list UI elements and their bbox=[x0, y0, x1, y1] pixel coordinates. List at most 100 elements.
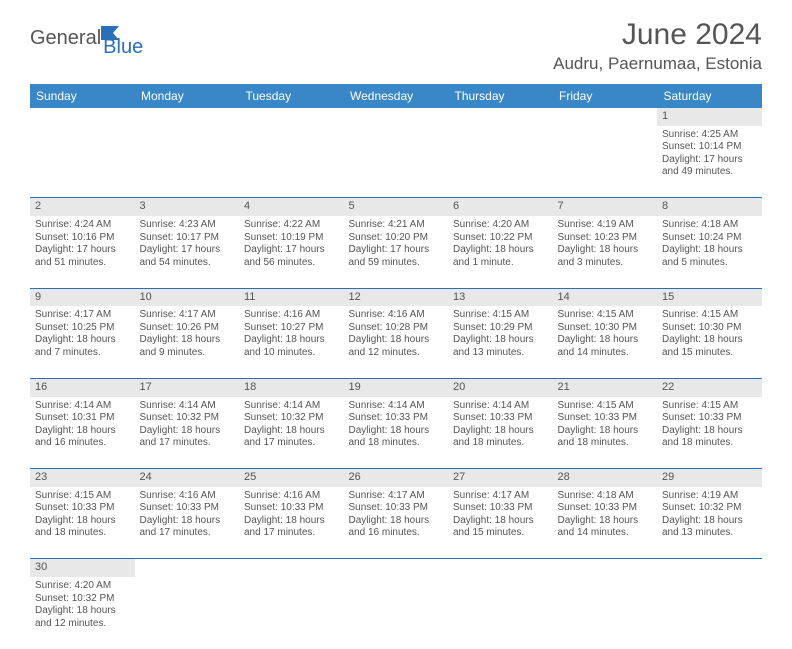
cell-line-day2: and 7 minutes. bbox=[35, 347, 130, 360]
day-cell bbox=[239, 577, 344, 649]
cell-line-sunrise: Sunrise: 4:18 AM bbox=[558, 490, 653, 503]
day-number bbox=[30, 108, 135, 126]
day-number bbox=[344, 559, 449, 577]
day-number bbox=[135, 108, 240, 126]
cell-line-day2: and 17 minutes. bbox=[140, 437, 235, 450]
cell-line-sunset: Sunset: 10:33 PM bbox=[140, 502, 235, 515]
day-cell: Sunrise: 4:15 AMSunset: 10:33 PMDaylight… bbox=[553, 397, 658, 469]
header: General Blue June 2024 Audru, Paernumaa,… bbox=[30, 18, 762, 74]
day-number: 25 bbox=[239, 469, 344, 487]
cell-line-day1: Daylight: 18 hours bbox=[662, 515, 757, 528]
day-cell: Sunrise: 4:15 AMSunset: 10:33 PMDaylight… bbox=[657, 397, 762, 469]
day-number: 28 bbox=[553, 469, 658, 487]
cell-line-sunrise: Sunrise: 4:24 AM bbox=[35, 219, 130, 232]
content-row: Sunrise: 4:24 AMSunset: 10:16 PM Daylight… bbox=[30, 216, 762, 288]
cell-line-day2: and 56 minutes. bbox=[244, 257, 339, 270]
day-number: 17 bbox=[135, 378, 240, 396]
cell-line-sunrise: Sunrise: 4:17 AM bbox=[453, 490, 548, 503]
cell-line-day1: Daylight: 18 hours bbox=[244, 334, 339, 347]
cell-line-sunrise: Sunrise: 4:14 AM bbox=[349, 400, 444, 413]
cell-line-sunrise: Sunrise: 4:14 AM bbox=[35, 400, 130, 413]
cell-line-day1: Daylight: 18 hours bbox=[558, 515, 653, 528]
cell-line-day1: Daylight: 18 hours bbox=[453, 244, 548, 257]
cell-line-sunrise: Sunrise: 4:17 AM bbox=[349, 490, 444, 503]
cell-line-day2: and 9 minutes. bbox=[140, 347, 235, 360]
cell-line-sunset: Sunset: 10:28 PM bbox=[349, 322, 444, 335]
cell-line-day2: and 18 minutes. bbox=[35, 527, 130, 540]
day-cell: Sunrise: 4:20 AMSunset: 10:22 PMDaylight… bbox=[448, 216, 553, 288]
logo-text-2: Blue bbox=[103, 36, 143, 59]
day-number: 22 bbox=[657, 378, 762, 396]
day-cell bbox=[239, 126, 344, 198]
cell-line-day2: and 54 minutes. bbox=[140, 257, 235, 270]
day-cell: Sunrise: 4:15 AMSunset: 10:30 PMDaylight… bbox=[553, 306, 658, 378]
day-number: 5 bbox=[344, 198, 449, 216]
day-cell: Sunrise: 4:23 AMSunset: 10:17 PMDaylight… bbox=[135, 216, 240, 288]
day-cell: Sunrise: 4:19 AMSunset: 10:32 PMDaylight… bbox=[657, 487, 762, 559]
content-row: Sunrise: 4:17 AMSunset: 10:25 PMDaylight… bbox=[30, 306, 762, 378]
day-cell: Sunrise: 4:17 AMSunset: 10:25 PMDaylight… bbox=[30, 306, 135, 378]
day-number: 23 bbox=[30, 469, 135, 487]
cell-line-day2: and 51 minutes. bbox=[35, 257, 130, 270]
cell-line-sunrise: Sunrise: 4:15 AM bbox=[558, 400, 653, 413]
day-number: 27 bbox=[448, 469, 553, 487]
day-number: 1 bbox=[657, 108, 762, 126]
day-cell bbox=[448, 577, 553, 649]
day-cell bbox=[657, 577, 762, 649]
cell-line-day2: and 17 minutes. bbox=[140, 527, 235, 540]
daynum-row: 30 bbox=[30, 559, 762, 577]
cell-line-day1: Daylight: 17 hours bbox=[244, 244, 339, 257]
day-cell: Sunrise: 4:16 AMSunset: 10:33 PMDaylight… bbox=[239, 487, 344, 559]
day-number bbox=[448, 559, 553, 577]
cell-line-day2: and 17 minutes. bbox=[244, 527, 339, 540]
day-number: 16 bbox=[30, 378, 135, 396]
cell-line-sunset: Sunset: 10:32 PM bbox=[140, 412, 235, 425]
day-number bbox=[239, 108, 344, 126]
day-cell bbox=[448, 126, 553, 198]
logo: General Blue bbox=[30, 18, 143, 59]
cell-line-day2: and 16 minutes. bbox=[35, 437, 130, 450]
day-number: 24 bbox=[135, 469, 240, 487]
cell-line-day1: Daylight: 18 hours bbox=[453, 425, 548, 438]
cell-line-day1: Daylight: 18 hours bbox=[244, 515, 339, 528]
cell-line-day1: Daylight: 18 hours bbox=[453, 334, 548, 347]
cell-line-day1: Daylight: 18 hours bbox=[349, 515, 444, 528]
day-number: 26 bbox=[344, 469, 449, 487]
day-number bbox=[135, 559, 240, 577]
cell-line-day1: Daylight: 18 hours bbox=[558, 425, 653, 438]
cell-line-day2: and 59 minutes. bbox=[349, 257, 444, 270]
day-cell bbox=[344, 577, 449, 649]
day-header: Thursday bbox=[448, 84, 553, 108]
cell-line-sunrise: Sunrise: 4:19 AM bbox=[662, 490, 757, 503]
day-cell: Sunrise: 4:18 AMSunset: 10:33 PMDaylight… bbox=[553, 487, 658, 559]
day-header-row: SundayMondayTuesdayWednesdayThursdayFrid… bbox=[30, 84, 762, 108]
cell-line-sunset: Sunset: 10:33 PM bbox=[558, 412, 653, 425]
cell-line-sunrise: Sunrise: 4:14 AM bbox=[140, 400, 235, 413]
cell-line-sunset: Sunset: 10:32 PM bbox=[244, 412, 339, 425]
day-header: Saturday bbox=[657, 84, 762, 108]
day-cell: Sunrise: 4:20 AMSunset: 10:32 PMDaylight… bbox=[30, 577, 135, 649]
cell-line-day2: and 18 minutes. bbox=[349, 437, 444, 450]
day-number: 3 bbox=[135, 198, 240, 216]
content-row: Sunrise: 4:25 AMSunset: 10:14 PMDaylight… bbox=[30, 126, 762, 198]
day-cell: Sunrise: 4:14 AMSunset: 10:33 PMDaylight… bbox=[344, 397, 449, 469]
cell-line-day2: and 18 minutes. bbox=[453, 437, 548, 450]
day-number: 13 bbox=[448, 288, 553, 306]
day-header: Monday bbox=[135, 84, 240, 108]
day-number: 6 bbox=[448, 198, 553, 216]
cell-line-sunrise: Sunrise: 4:17 AM bbox=[35, 309, 130, 322]
cell-line-sunset: Sunset: 10:22 PM bbox=[453, 232, 548, 245]
cell-line-day1: Daylight: 18 hours bbox=[662, 244, 757, 257]
cell-line-sunset: Sunset: 10:33 PM bbox=[244, 502, 339, 515]
cell-line-sunset: Sunset: 10:33 PM bbox=[35, 502, 130, 515]
cell-line-day1: Daylight: 17 hours bbox=[662, 154, 757, 167]
cell-line-sunset: Sunset: 10:29 PM bbox=[453, 322, 548, 335]
day-number: 21 bbox=[553, 378, 658, 396]
cell-line-sunset: Sunset: 10:16 PM bbox=[35, 232, 130, 245]
day-number: 4 bbox=[239, 198, 344, 216]
cell-line-sunrise: Sunrise: 4:25 AM bbox=[662, 129, 757, 142]
day-cell: Sunrise: 4:19 AMSunset: 10:23 PMDaylight… bbox=[553, 216, 658, 288]
day-header: Friday bbox=[553, 84, 658, 108]
cell-line-sunset: Sunset: 10:30 PM bbox=[558, 322, 653, 335]
cell-line-day2: and 12 minutes. bbox=[349, 347, 444, 360]
